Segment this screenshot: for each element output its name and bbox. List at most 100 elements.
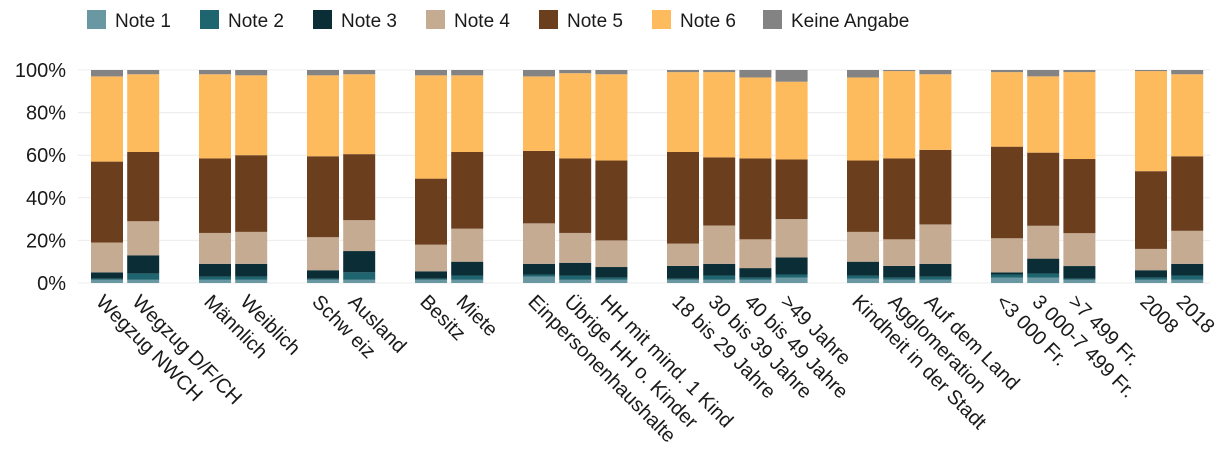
legend-label-note-4: Note 4 — [454, 11, 510, 32]
bar-segment-note-6 — [415, 75, 447, 179]
bar-segment-note-5 — [1171, 156, 1204, 231]
legend-swatch-note-5 — [539, 10, 558, 29]
bar-segment-note-1 — [1171, 279, 1204, 283]
legend-swatch-note-2 — [200, 10, 219, 29]
bar-segment-keine-angabe — [235, 70, 268, 76]
bar-segment-note-1 — [1027, 277, 1060, 283]
bar-segment-note-4 — [343, 220, 376, 252]
bar-segment-note-4 — [739, 239, 772, 269]
bar-segment-keine-angabe — [451, 70, 484, 76]
bar-segment-note-3 — [559, 262, 592, 276]
bar-segment-note-1 — [739, 279, 772, 283]
bar-segment-note-6 — [235, 75, 268, 156]
bar-segment-note-2 — [1027, 273, 1060, 278]
bar-segment-note-5 — [739, 158, 772, 240]
bar-segment-note-4 — [1171, 230, 1204, 264]
bar-segment-note-4 — [883, 239, 916, 266]
bar-segment-note-1 — [703, 279, 736, 283]
bar-segment-keine-angabe — [307, 70, 339, 76]
bar-segment-note-2 — [199, 276, 231, 280]
bar-segment-note-2 — [1171, 275, 1204, 280]
bar-segment-note-3 — [919, 263, 952, 277]
bar-segment-note-1 — [415, 279, 447, 283]
bar-segment-note-4 — [235, 231, 268, 264]
bar-segment-note-1 — [667, 279, 699, 283]
bar-segment-note-5 — [127, 152, 160, 222]
bar-segment-note-4 — [1063, 233, 1096, 267]
x-tick-label: 2018 — [1172, 291, 1217, 338]
bar-segment-keine-angabe — [595, 70, 628, 75]
bar-segment-note-2 — [739, 277, 772, 280]
bar-segment-note-5 — [91, 161, 123, 243]
bar-segment-note-3 — [595, 267, 628, 278]
y-tick-label: 80% — [26, 103, 66, 125]
bar-segment-note-3 — [415, 271, 447, 279]
bar-segment-note-6 — [307, 75, 339, 157]
bar-segment-note-4 — [991, 238, 1023, 273]
legend-label-note-3: Note 3 — [341, 11, 397, 32]
bar-segment-note-4 — [91, 242, 123, 273]
bar-segment-note-5 — [307, 156, 339, 238]
bar-segment-note-1 — [91, 279, 123, 283]
bar-segment-keine-angabe — [199, 70, 231, 75]
bar-segment-note-5 — [1063, 159, 1096, 234]
bar-segment-note-3 — [1063, 266, 1096, 279]
bar-segment-note-4 — [847, 231, 879, 262]
bar-segment-note-2 — [127, 273, 160, 280]
bar-segment-note-4 — [127, 221, 160, 256]
bar-segment-note-3 — [235, 263, 268, 277]
bar-segment-note-4 — [415, 244, 447, 272]
legend-swatch-keine-angabe — [763, 10, 782, 29]
bar-segment-note-3 — [667, 265, 699, 279]
bar-segment-keine-angabe — [1063, 70, 1096, 73]
legend-label-note-1: Note 1 — [115, 11, 171, 32]
bar-segment-note-3 — [883, 265, 916, 278]
bar-segment-note-6 — [559, 73, 592, 159]
legend-label-note-5: Note 5 — [567, 11, 623, 32]
bar-segment-note-2 — [559, 275, 592, 280]
bar-segment-note-2 — [991, 274, 1023, 278]
bar-segment-note-2 — [415, 278, 447, 280]
bar-segment-keine-angabe — [127, 70, 160, 75]
bar-segment-keine-angabe — [415, 70, 447, 76]
bar-segment-note-5 — [919, 149, 952, 225]
x-tick-label: Einpersonenhaushalte — [523, 291, 679, 447]
bar-segment-note-2 — [235, 276, 268, 280]
bar-segment-note-1 — [235, 279, 268, 283]
bar-segment-note-1 — [451, 279, 484, 283]
bar-segment-note-6 — [451, 75, 484, 153]
bar-segment-note-3 — [343, 251, 376, 273]
bar-segment-note-3 — [739, 268, 772, 278]
bar-segment-note-2 — [307, 278, 339, 280]
bar-segment-note-6 — [703, 72, 736, 158]
bar-segment-note-2 — [451, 275, 484, 280]
bar-segment-keine-angabe — [523, 70, 555, 77]
bar-segment-note-4 — [523, 223, 555, 264]
legend: Note 1 Note 2 Note 3 Note 4 Note 5 Note 6 Kein… — [87, 10, 909, 32]
y-tick-label: 60% — [26, 145, 66, 167]
bar-segment-note-5 — [883, 158, 916, 240]
bar-segment-note-1 — [1063, 279, 1096, 283]
bar-segment-keine-angabe — [919, 70, 952, 75]
bar-segment-note-2 — [703, 275, 736, 280]
y-tick-label: 20% — [26, 230, 66, 252]
bar-segment-keine-angabe — [739, 70, 772, 78]
bar-segment-note-5 — [991, 146, 1023, 239]
bar-segment-note-5 — [559, 158, 592, 233]
bar-segment-note-5 — [343, 154, 376, 221]
bar-segment-note-3 — [451, 261, 484, 276]
bar-segment-note-2 — [1135, 277, 1167, 280]
legend-label-keine-angabe: Keine Angabe — [791, 11, 909, 32]
bar-segment-note-6 — [847, 77, 879, 161]
bar-segment-note-4 — [451, 228, 484, 262]
legend-swatch-note-1 — [87, 10, 106, 29]
bar-segment-note-1 — [199, 279, 231, 283]
bar-segment-note-1 — [595, 279, 628, 283]
bar-segment-note-6 — [199, 74, 231, 159]
bar-segment-note-5 — [703, 157, 736, 226]
bar-segment-note-6 — [1171, 74, 1204, 157]
bar-segment-note-4 — [1027, 225, 1060, 259]
bar-segment-note-4 — [1135, 248, 1167, 271]
x-tick-label: 2008 — [1135, 291, 1182, 338]
